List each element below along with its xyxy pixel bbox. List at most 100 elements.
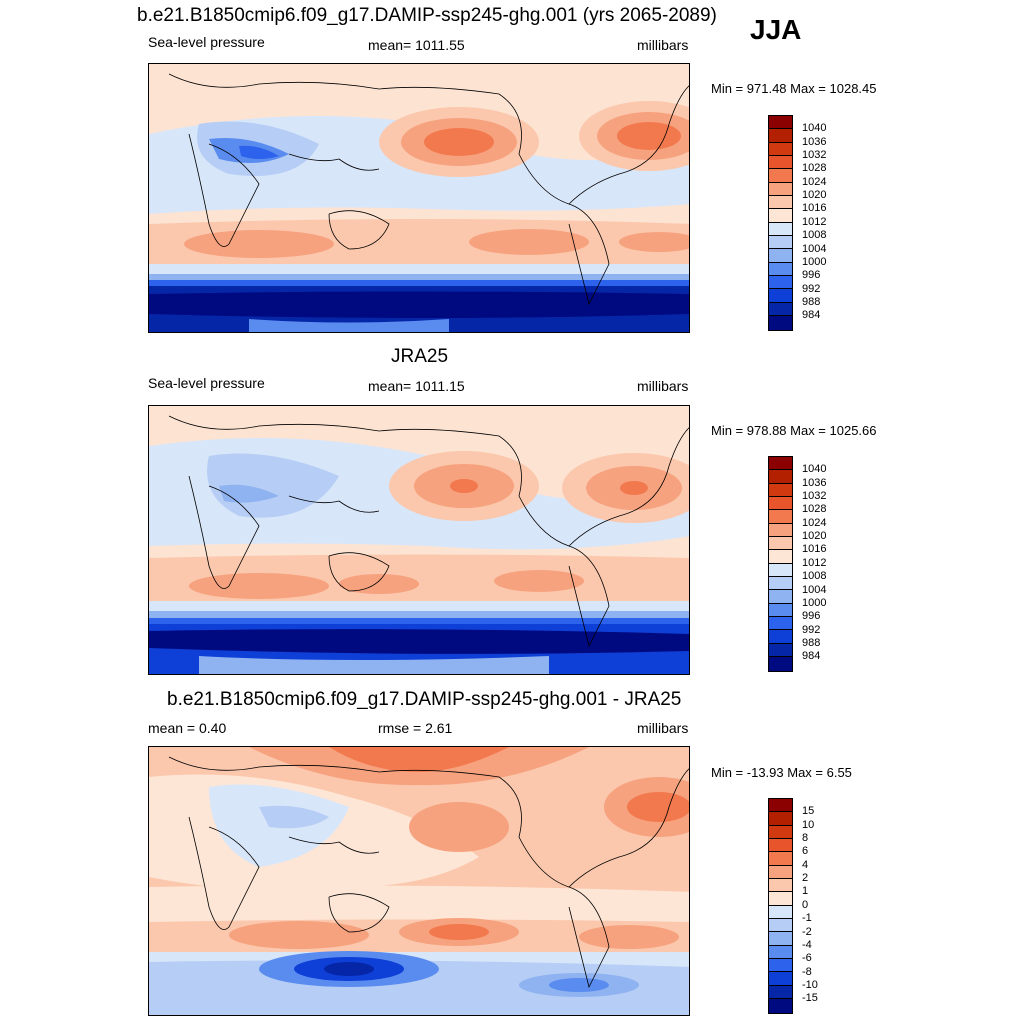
panel3-colorbar-swatch	[769, 945, 792, 960]
panel2-colorbar-swatch	[769, 550, 792, 564]
panel2-units-label: millibars	[637, 378, 689, 394]
panel3-colorbar-swatch	[769, 959, 792, 973]
panel1-colorbar-label: 1040	[802, 122, 827, 135]
panel2-mean-label: mean= 1011.15	[368, 378, 465, 394]
panel3-colorbar-swatch	[769, 852, 792, 866]
panel2-colorbar-swatch	[769, 563, 792, 578]
panel2-colorbar-label: 1008	[802, 570, 827, 583]
panel3-colorbar-swatch	[769, 892, 792, 906]
panel2-colorbar-label: 1024	[802, 516, 827, 529]
panel3-colorbar-label: 8	[802, 832, 809, 845]
panel2-colorbar-label: 988	[802, 636, 821, 649]
panel2-map-field	[149, 406, 689, 674]
panel1-colorbar-label: 1008	[802, 229, 827, 242]
panel1-colorbar-swatch	[769, 316, 792, 330]
panel2-colorbar-label: 1000	[802, 596, 827, 609]
panel1-colorbar-swatch	[769, 196, 792, 210]
panel3-map-field	[149, 747, 689, 1015]
panel2-colorbar-label: 992	[802, 623, 821, 636]
season-label: JJA	[750, 14, 802, 45]
panel3-colorbar-label: 2	[802, 872, 809, 885]
panel2-map	[148, 405, 690, 675]
panel3-colorbar	[768, 798, 793, 1014]
panel1-colorbar-swatch	[769, 222, 792, 237]
panel1-minmax: Min = 971.48 Max = 1028.45	[711, 81, 877, 96]
panel1-colorbar-label: 988	[802, 295, 821, 308]
panel1-colorbar-label: 996	[802, 269, 821, 282]
panel1-colorbar-swatch	[769, 169, 792, 183]
panel3-colorbar-label: -4	[802, 938, 812, 951]
panel3-colorbar-label: -6	[802, 952, 812, 965]
panel1-colorbar-swatch	[769, 302, 792, 317]
panel2-colorbar-swatch	[769, 630, 792, 644]
panel3-title: b.e21.B1850cmip6.f09_g17.DAMIP-ssp245-gh…	[167, 689, 682, 710]
panel2-colorbar-swatch	[769, 603, 792, 618]
panel3-colorbar-label: -15	[802, 992, 818, 1005]
panel1-colorbar-swatch	[769, 249, 792, 263]
panel1-colorbar-label: 1000	[802, 255, 827, 268]
panel2-colorbar-label: 996	[802, 610, 821, 623]
panel1-colorbar-swatch	[769, 289, 792, 303]
panel3-colorbar-label: -1	[802, 912, 812, 925]
panel1-colorbar-swatch	[769, 129, 792, 143]
panel3-colorbar-label: -8	[802, 965, 812, 978]
panel3-units-label: millibars	[637, 720, 689, 736]
panel1-colorbar-label: 1028	[802, 162, 827, 175]
panel2-colorbar-swatch	[769, 523, 792, 538]
panel3-colorbar-swatch	[769, 799, 792, 813]
panel3-colorbar-label: -2	[802, 925, 812, 938]
panel3-colorbar-label: 10	[802, 818, 815, 831]
panel2-colorbar-swatch	[769, 577, 792, 591]
panel1-colorbar	[768, 115, 793, 331]
panel3-minmax: Min = -13.93 Max = 6.55	[711, 765, 852, 780]
panel2-colorbar-label: 1032	[802, 490, 827, 503]
panel1-colorbar-swatch	[769, 142, 792, 157]
panel2-colorbar-label: 1016	[802, 543, 827, 556]
panel1-colorbar-label: 1020	[802, 189, 827, 202]
panel1-colorbar-label: 984	[802, 309, 821, 322]
panel3-colorbar-label: 15	[802, 805, 815, 818]
panel1-colorbar-label: 1012	[802, 215, 827, 228]
panel2-colorbar	[768, 456, 793, 672]
panel2-colorbar-label: 1036	[802, 476, 827, 489]
panel3-colorbar-label: -10	[802, 978, 818, 991]
panel3-colorbar-swatch	[769, 839, 792, 853]
panel3-colorbar-swatch	[769, 865, 792, 880]
panel2-colorbar-label: 1012	[802, 556, 827, 569]
panel3-colorbar-swatch	[769, 972, 792, 986]
panel2-title: JRA25	[391, 346, 449, 367]
panel3-colorbar-swatch	[769, 879, 792, 893]
panel2-minmax: Min = 978.88 Max = 1025.66	[711, 423, 877, 438]
panel3-mean-label: mean = 0.40	[148, 720, 227, 736]
panel1-units-label: millibars	[637, 37, 689, 53]
panel3-rmse-label: rmse = 2.61	[378, 720, 453, 736]
panel2-colorbar-label: 1028	[802, 503, 827, 516]
panel1-colorbar-label: 1032	[802, 149, 827, 162]
panel3-colorbar-label: 4	[802, 858, 809, 871]
panel1-colorbar-swatch	[769, 156, 792, 170]
panel2-colorbar-swatch	[769, 470, 792, 484]
panel1-colorbar-swatch	[769, 262, 792, 277]
panel2-colorbar-swatch	[769, 617, 792, 631]
panel3-colorbar-swatch	[769, 985, 792, 1000]
panel2-colorbar-swatch	[769, 510, 792, 524]
panel1-colorbar-label: 1036	[802, 135, 827, 148]
panel1-map	[148, 63, 690, 333]
panel1-colorbar-label: 992	[802, 282, 821, 295]
panel1-colorbar-swatch	[769, 182, 792, 197]
panel2-colorbar-swatch	[769, 483, 792, 498]
panel1-colorbar-swatch	[769, 116, 792, 130]
panel2-colorbar-label: 1020	[802, 530, 827, 543]
panel1-colorbar-swatch	[769, 209, 792, 223]
panel1-colorbar-swatch	[769, 236, 792, 250]
panel2-colorbar-label: 1004	[802, 583, 827, 596]
panel3-colorbar-swatch	[769, 999, 792, 1013]
panel2-colorbar-label: 1040	[802, 463, 827, 476]
panel3-map	[148, 746, 690, 1016]
panel2-colorbar-swatch	[769, 457, 792, 471]
panel3-colorbar-swatch	[769, 932, 792, 946]
panel2-colorbar-swatch	[769, 537, 792, 551]
panel1-variable-label: Sea-level pressure	[148, 34, 265, 50]
panel3-colorbar-label: 6	[802, 845, 809, 858]
panel1-mean-label: mean= 1011.55	[368, 37, 465, 53]
